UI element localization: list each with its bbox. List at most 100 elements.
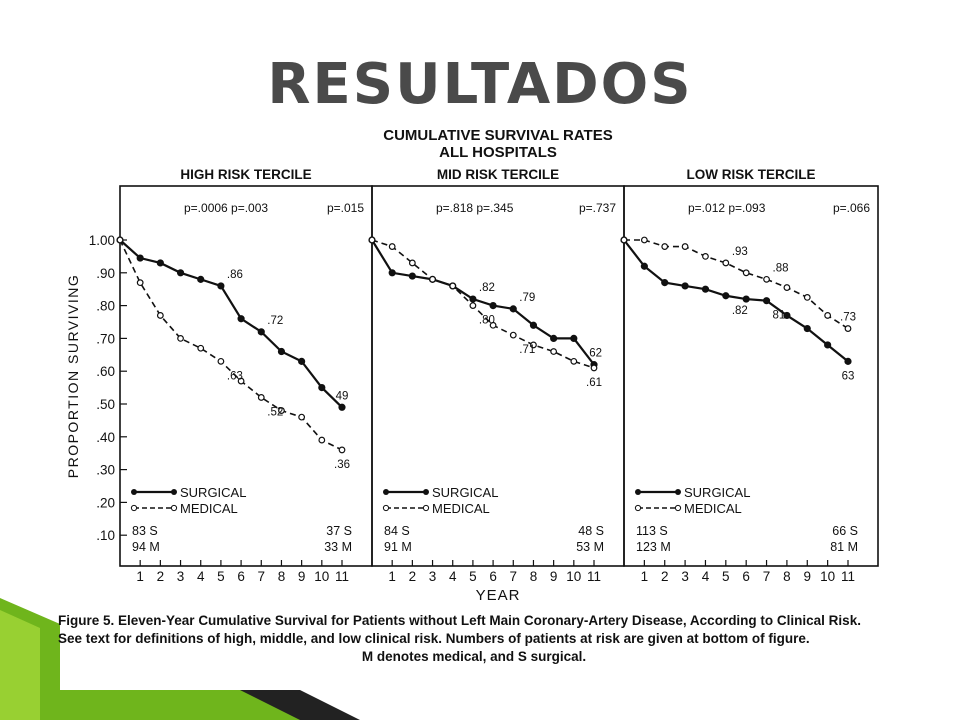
x-tick-label: 7 [510, 569, 518, 584]
surgical-point [217, 282, 225, 290]
medical-point [824, 312, 832, 319]
x-axis-label: YEAR [476, 587, 521, 604]
figure-title-line1: CUMULATIVE SURVIVAL RATES [383, 127, 612, 144]
caption-line2: See text for definitions of high, middle… [58, 631, 810, 646]
surgical-line [623, 239, 849, 363]
surgical-point [318, 384, 326, 392]
x-tick-label: 9 [550, 569, 558, 584]
surgical-point [824, 341, 832, 349]
legend-medical-marker [634, 504, 642, 512]
dark-corner-stripe [240, 690, 360, 720]
legend-medical-marker [422, 504, 430, 512]
x-tick-label: 4 [449, 569, 457, 584]
data-label: .72 [267, 315, 283, 327]
surgical-point [136, 254, 144, 262]
x-tick-label: 9 [298, 569, 306, 584]
panel-frame [623, 185, 879, 567]
surgical-point [176, 269, 185, 277]
legend-surgical-label: SURGICAL [180, 485, 246, 500]
medical-point [844, 325, 852, 332]
x-tick-label: 8 [530, 569, 538, 584]
panel-1: HIGH RISK TERCILE p=.0006 p=.003 p=.015 1.0… [89, 167, 373, 584]
y-tick-label: .20 [96, 495, 115, 510]
legend-surgical-marker [635, 489, 641, 495]
data-label: .79 [519, 292, 535, 304]
y-tick-label: .60 [96, 364, 115, 379]
surgical-point [257, 328, 265, 336]
x-tick-label: 7 [258, 569, 266, 584]
medical-point [177, 335, 184, 342]
x-tick-label: 2 [157, 569, 165, 584]
medical-point [530, 341, 537, 349]
medical-point [429, 275, 436, 283]
legend-medical-label: MEDICAL [684, 501, 742, 516]
legend-surgical-marker [131, 489, 137, 495]
x-tick-label: 10 [314, 569, 329, 584]
medical-point [217, 357, 225, 365]
x-tick-label: 2 [409, 569, 417, 584]
medical-point [763, 275, 770, 283]
at-risk-count: 53 M [576, 540, 604, 554]
medical-point [237, 377, 245, 385]
medical-point [318, 436, 326, 444]
legend-surgical-marker [171, 489, 177, 495]
y-tick-label: .40 [96, 430, 115, 445]
p-value-right: p=.737 [579, 201, 616, 215]
medical-point [278, 407, 285, 414]
p-values-left: p=.0006 p=.003 [184, 201, 268, 215]
medical-line [371, 239, 595, 369]
y-tick-label: .50 [96, 397, 115, 412]
data-label: .82 [479, 282, 495, 294]
legend-surgical-marker [383, 489, 389, 495]
panel-frame [119, 185, 373, 567]
data-label: 63 [842, 370, 855, 382]
data-label: .52 [267, 406, 283, 418]
medical-point [550, 348, 558, 355]
at-risk-count: 66 S [832, 524, 858, 538]
slide-title: RESULTADOS [267, 52, 693, 117]
panel-title: HIGH RISK TERCILE [180, 167, 311, 182]
data-label: .63 [227, 370, 243, 382]
surgical-point [469, 295, 477, 303]
x-tick-label: 5 [217, 569, 225, 584]
surgical-point [570, 334, 578, 342]
x-tick-label: 8 [278, 569, 286, 584]
surgical-point [640, 262, 648, 270]
p-values-left: p=.818 p=.345 [436, 201, 514, 215]
legend-surgical-label: SURGICAL [432, 485, 498, 500]
x-tick-label: 2 [661, 569, 669, 584]
medical-point [742, 269, 750, 277]
x-tick-label: 11 [335, 569, 349, 584]
data-label: .36 [334, 459, 350, 471]
at-risk-count: 94 M [132, 540, 160, 554]
surgical-point [489, 302, 497, 310]
medical-point [509, 331, 517, 339]
legend-medical-label: MEDICAL [432, 501, 490, 516]
legend-medical-marker [674, 504, 682, 512]
at-risk-count: 37 S [326, 524, 352, 538]
data-label: .88 [773, 262, 789, 274]
surgical-point [156, 259, 164, 267]
surgical-point [408, 272, 416, 280]
legend-surgical-marker [675, 489, 681, 495]
medical-point [408, 259, 416, 267]
x-tick-label: 6 [742, 569, 750, 584]
y-tick-label: .30 [96, 463, 115, 478]
x-tick-label: 8 [783, 569, 791, 584]
x-tick-label: 11 [841, 569, 855, 584]
medical-point [156, 312, 164, 319]
surgical-point [701, 285, 710, 293]
p-value-right: p=.066 [833, 201, 870, 215]
data-label: .86 [227, 269, 243, 281]
surgical-point [509, 305, 517, 313]
medical-point [449, 282, 457, 290]
p-values-left: p=.012 p=.093 [688, 201, 766, 215]
surgical-line [371, 239, 595, 366]
at-risk-count: 33 M [324, 540, 352, 554]
data-label: .93 [732, 246, 748, 258]
legend-medical-marker [170, 504, 178, 512]
at-risk-count: 48 S [578, 524, 604, 538]
surgical-point [388, 269, 396, 277]
medical-point [783, 284, 791, 291]
x-tick-label: 10 [566, 569, 581, 584]
